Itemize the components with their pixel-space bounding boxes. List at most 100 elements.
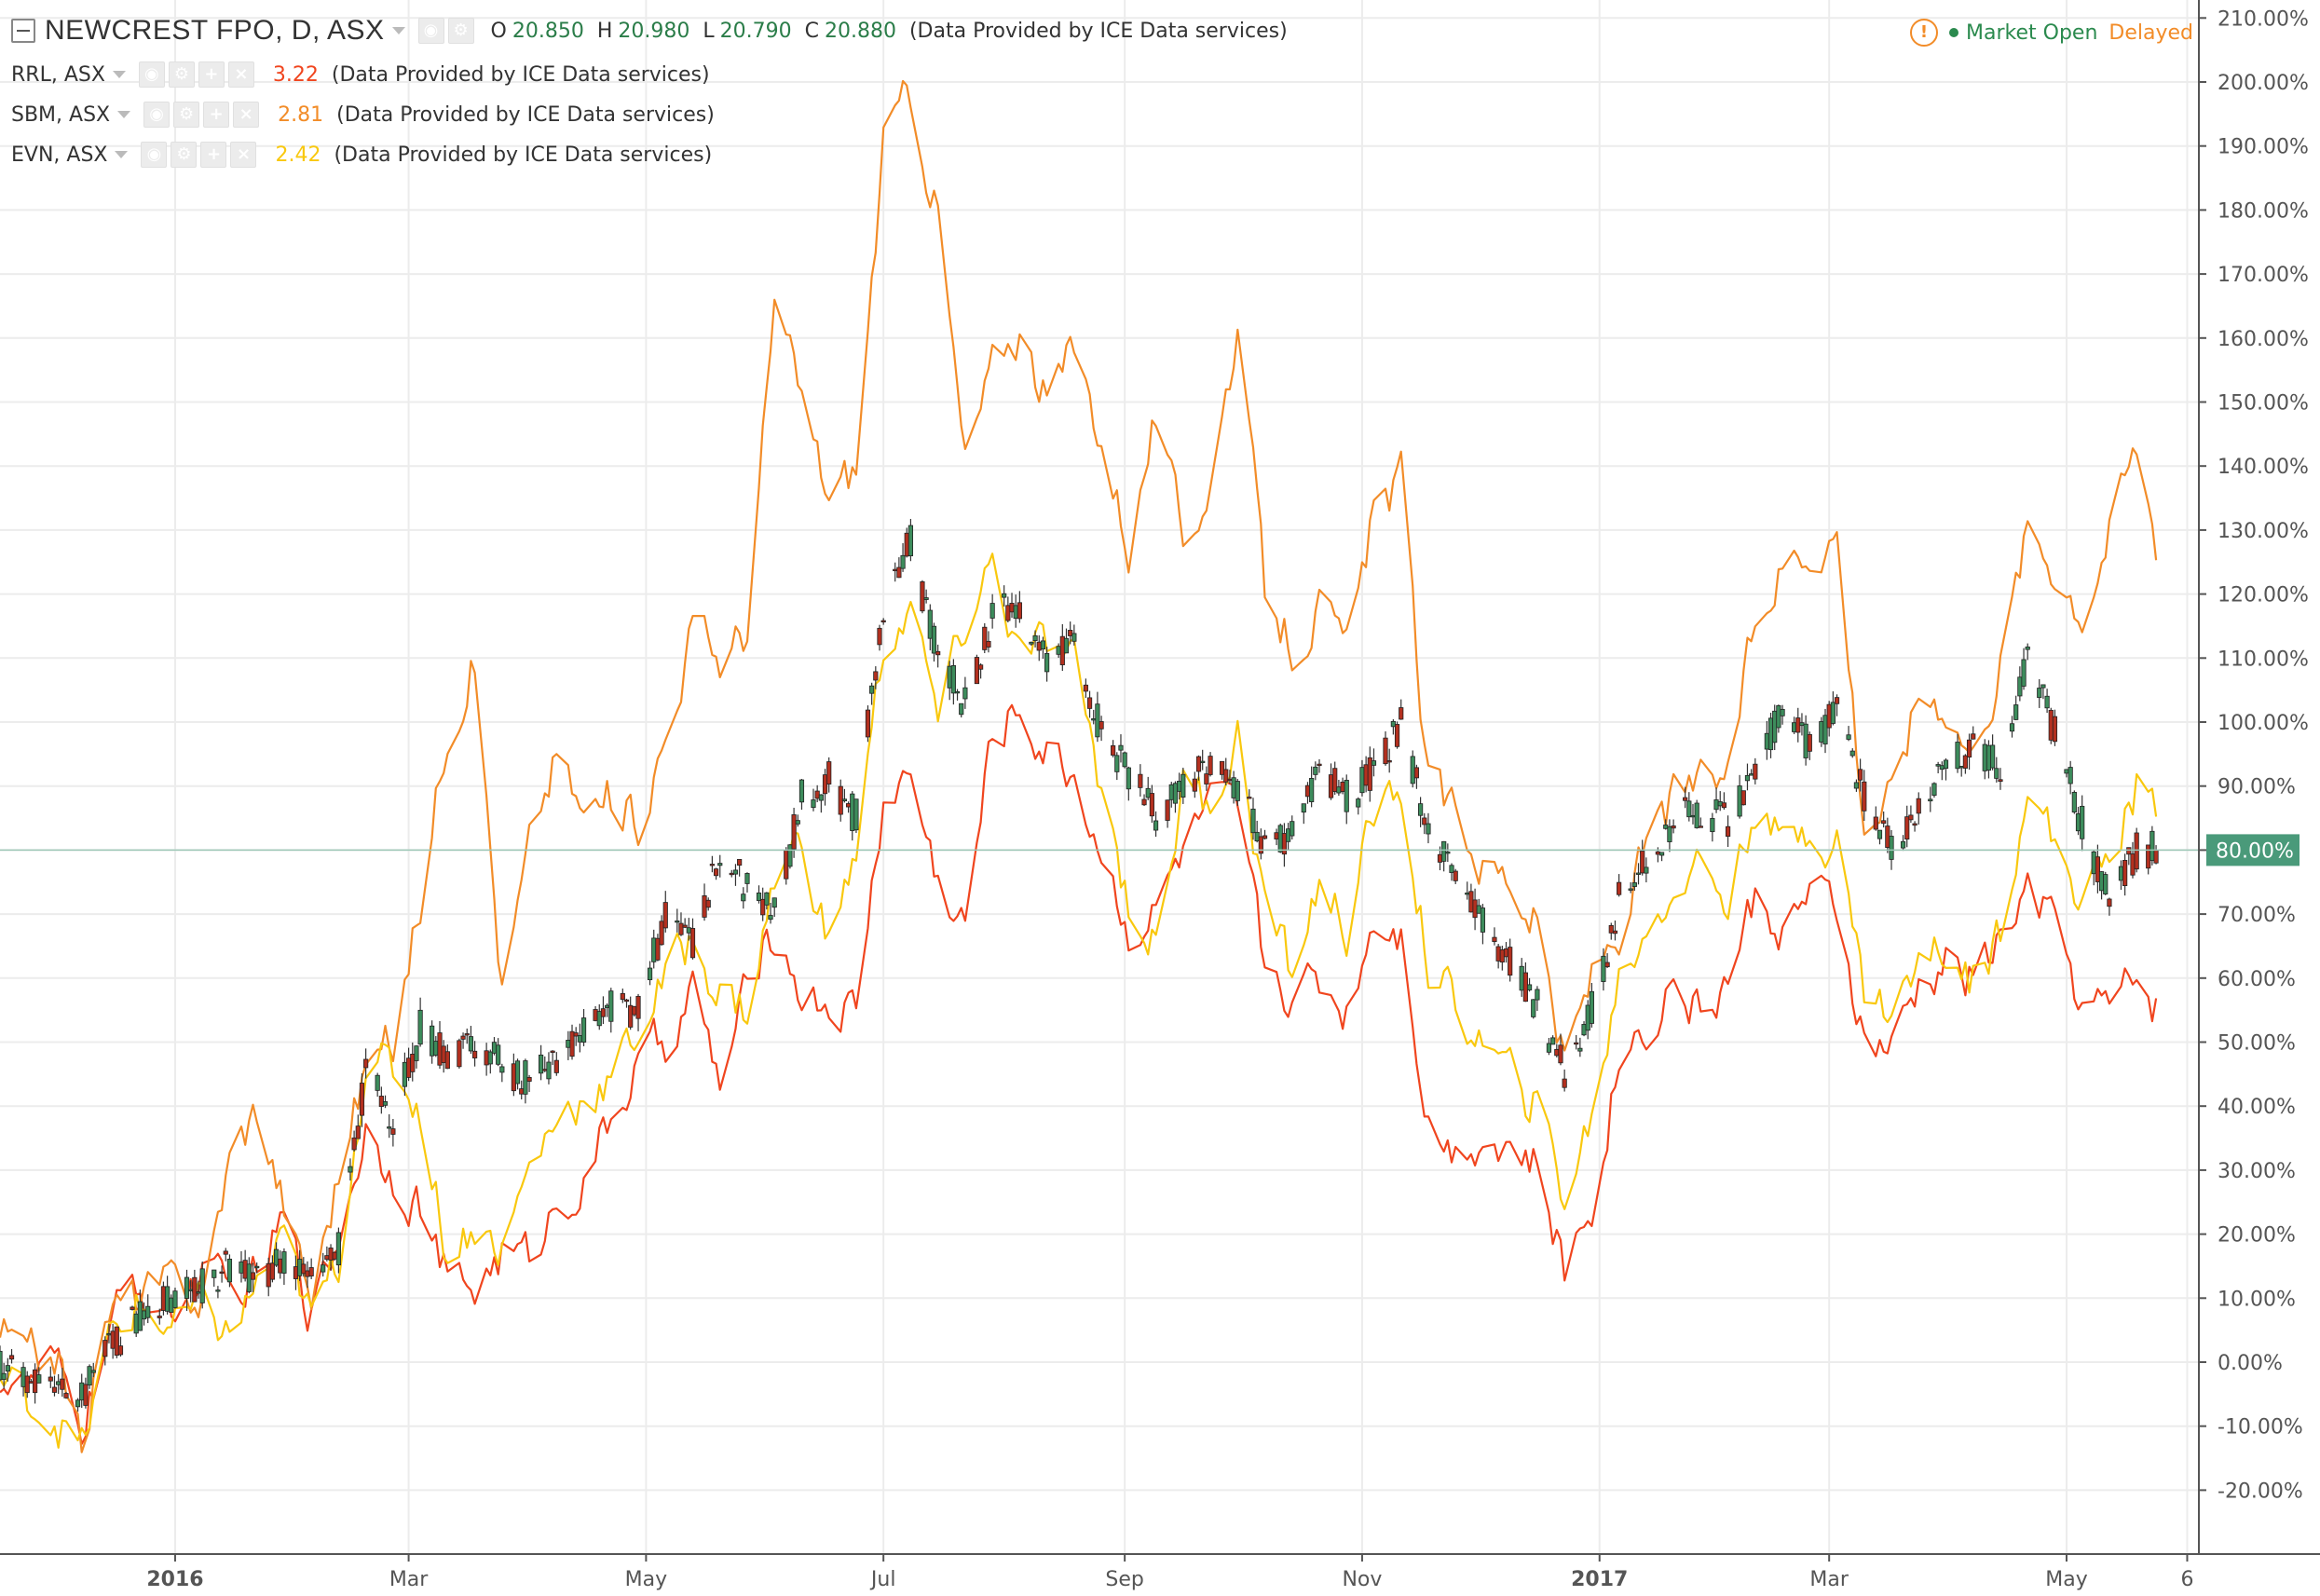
candle-body [278, 1258, 283, 1274]
candle-body [1091, 718, 1097, 721]
x-tick-label: 2016 [146, 1568, 203, 1591]
candle-body [351, 1137, 357, 1151]
x-tick-label: May [2045, 1568, 2087, 1591]
candle-body [1916, 798, 1921, 814]
candle-body [242, 1260, 248, 1279]
candle-body [301, 1263, 307, 1275]
candle-body [596, 1011, 602, 1027]
chevron-down-icon[interactable] [115, 151, 129, 158]
chevron-down-icon[interactable] [391, 27, 405, 34]
close-icon[interactable]: × [227, 61, 254, 88]
candle-body [1290, 821, 1295, 837]
candle-body [1928, 798, 1933, 802]
candle-body [437, 1032, 443, 1066]
candle-body [1876, 829, 1883, 839]
eye-icon[interactable]: ◉ [138, 61, 165, 88]
chevron-down-icon[interactable] [117, 111, 131, 118]
candle-body [1219, 760, 1225, 775]
candle-body [838, 785, 843, 815]
candle-body [1332, 768, 1338, 792]
status-dot-icon [1949, 28, 1959, 37]
eye-icon[interactable]: ◉ [143, 102, 171, 128]
candle-body [83, 1384, 89, 1406]
candle-body [293, 1266, 299, 1279]
candle-body [2080, 805, 2085, 839]
close-icon[interactable]: × [233, 102, 260, 128]
candle-body [79, 1382, 85, 1401]
compare-symbol[interactable]: SBM, ASX [11, 102, 111, 127]
candle-body [1422, 817, 1427, 825]
candle-body [709, 864, 715, 866]
candle-body [2146, 844, 2151, 869]
market-status: ! Market Open Delayed [1910, 19, 2193, 47]
candle-body [266, 1262, 271, 1288]
candle-body [539, 1054, 544, 1074]
compare-symbol[interactable]: EVN, ASX [11, 143, 108, 167]
candle-body [1858, 769, 1863, 781]
candle-body [196, 1291, 201, 1294]
candle-body [1122, 752, 1127, 768]
candle-body [1776, 705, 1781, 729]
candle-body [1737, 785, 1742, 817]
candle-body [405, 1057, 412, 1078]
collapse-legend-icon[interactable] [11, 19, 35, 43]
candle-body [659, 921, 664, 946]
candle-body [1807, 734, 1812, 752]
compare-symbol[interactable]: RRL, ASX [11, 62, 105, 87]
candle-body [1227, 778, 1233, 782]
plus-icon[interactable]: + [203, 102, 230, 128]
plus-icon[interactable]: + [198, 61, 225, 88]
candle-body [1503, 948, 1509, 958]
price-axis[interactable]: 210.00% 200.00% 190.00% 180.00% 170.00% 160.0… [2198, 0, 2309, 1554]
candle-body [114, 1326, 119, 1356]
candle-body [308, 1267, 314, 1276]
warning-icon[interactable]: ! [1910, 19, 1939, 47]
candle-body [90, 1370, 96, 1373]
close-label: C [804, 19, 819, 43]
candle-body [468, 1036, 474, 1052]
candle-body [1145, 787, 1151, 798]
current-value-badge [2206, 834, 2300, 866]
candle-body [1168, 784, 1174, 800]
candle-body [1480, 907, 1486, 933]
candle-body [1846, 734, 1851, 740]
candle-body [1317, 763, 1322, 767]
candle-body [1683, 797, 1688, 801]
candle-body [523, 1060, 528, 1095]
candle-body [1180, 773, 1186, 798]
delayed-label[interactable]: Delayed [2108, 20, 2193, 45]
candle-body [491, 1042, 498, 1054]
candle-body [2103, 874, 2108, 894]
candle-body [1574, 1042, 1579, 1045]
candle-body [580, 1017, 587, 1043]
candle-body [795, 820, 800, 825]
time-axis[interactable]: 2016 Mar May Jul Sep Nov 2017 Mar May 6 [0, 1553, 2320, 1591]
candle-body [359, 1083, 365, 1116]
candle-body [1826, 703, 1832, 729]
plus-icon[interactable]: + [200, 142, 227, 168]
candle-body [496, 1044, 501, 1065]
gear-icon[interactable]: ⚙ [173, 102, 200, 128]
candle-body [1313, 766, 1318, 775]
candle-body [2044, 695, 2050, 709]
gear-icon[interactable]: ⚙ [168, 61, 195, 88]
x-tick-label: Nov [1342, 1568, 1382, 1591]
y-tick-label: 210.00% [2218, 7, 2309, 31]
candle-body [1492, 936, 1497, 942]
close-icon[interactable]: × [230, 142, 257, 168]
gear-icon[interactable]: ⚙ [447, 18, 474, 44]
candle-body [1644, 866, 1649, 874]
candle-body [1717, 801, 1723, 807]
chevron-down-icon[interactable] [112, 71, 126, 78]
eye-icon[interactable]: ◉ [141, 142, 168, 168]
eye-icon[interactable]: ◉ [417, 18, 444, 44]
main-series-title[interactable]: NEWCREST FPO, D, ASX [45, 15, 385, 46]
candle-body [982, 626, 988, 650]
candle-body [1277, 825, 1283, 853]
candle-body [880, 620, 886, 623]
candle-body [1698, 825, 1703, 828]
gear-icon[interactable]: ⚙ [171, 142, 198, 168]
candle-body [1873, 816, 1878, 830]
candle-body [526, 1077, 532, 1082]
